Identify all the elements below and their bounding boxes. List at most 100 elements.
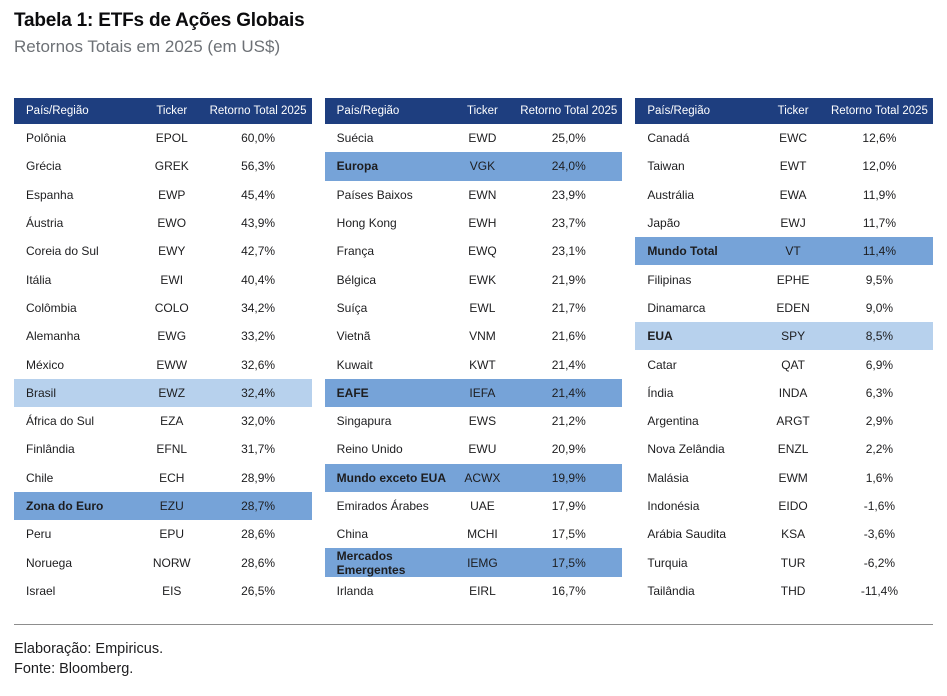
- region-cell: Noruega: [26, 555, 73, 570]
- table-row: Chile ECH 28,9%: [14, 464, 312, 492]
- region-cell: Emirados Árabes: [336, 499, 429, 513]
- return-cell: 31,7%: [241, 442, 276, 457]
- table-row: Israel EIS 26,5%: [14, 577, 312, 605]
- region-cell: Indonésia: [647, 499, 700, 513]
- region-cell: Arábia Saudita: [647, 527, 727, 542]
- figure-subtitle: Retornos Totais em 2025 (em US$): [14, 37, 281, 56]
- region-cell: Hong Kong: [336, 216, 397, 231]
- return-cell: 32,4%: [241, 385, 276, 400]
- return-cell: 11,4%: [862, 244, 896, 259]
- return-cell: 16,7%: [551, 583, 586, 598]
- region-cell: Polônia: [26, 131, 67, 146]
- ticker-cell: EPOL: [155, 131, 188, 146]
- return-cell: 21,6%: [551, 329, 586, 344]
- table-row: Arábia Saudita KSA -3,6%: [635, 520, 933, 548]
- table-row: Coreia do Sul EWY 42,7%: [14, 237, 312, 265]
- table-row: Nova Zelândia ENZL 2,2%: [635, 435, 933, 463]
- etf-table: País/Região Ticker Retorno Total 2025 Polôn…: [14, 98, 312, 605]
- table-header-row: País/Região Ticker Retorno Total 2025: [324, 98, 623, 124]
- ticker-cell: EWT: [779, 159, 807, 174]
- return-cell: 17,5%: [551, 527, 586, 542]
- region-cell: EAFE: [336, 385, 369, 400]
- table-row: Vietnã VNM 21,6%: [325, 322, 623, 350]
- region-cell: Austrália: [647, 187, 695, 202]
- figure-title: Tabela 1: ETFs de Ações Globais: [14, 10, 305, 31]
- return-cell: -3,6%: [863, 527, 896, 542]
- ticker-cell: KSA: [781, 527, 806, 542]
- region-cell: EUA: [647, 329, 673, 344]
- region-cell: África do Sul: [26, 414, 95, 429]
- column-header: Ticker: [156, 105, 188, 117]
- ticker-cell: IEMG: [467, 555, 498, 570]
- region-cell: Israel: [26, 583, 56, 598]
- table-row: Mundo Total VT 11,4%: [635, 237, 934, 266]
- table-row: Dinamarca EDEN 9,0%: [635, 294, 933, 322]
- etf-table-figure: Tabela 1: ETFs de Ações Globais Retornos…: [14, 10, 934, 679]
- column-header: País/Região: [647, 105, 710, 117]
- return-cell: 24,0%: [551, 159, 586, 174]
- table-row: Austrália EWA 11,9%: [635, 181, 933, 209]
- ticker-cell: EIRL: [469, 583, 496, 598]
- return-cell: 28,9%: [241, 470, 276, 485]
- table-row: Indonésia EIDO -1,6%: [635, 492, 933, 520]
- region-cell: Países Baixos: [336, 187, 413, 202]
- return-cell: 11,9%: [862, 187, 896, 202]
- return-cell: 23,1%: [551, 244, 586, 259]
- return-cell: 8,5%: [865, 329, 894, 344]
- ticker-cell: EIDO: [778, 499, 808, 513]
- return-cell: 43,9%: [241, 216, 276, 231]
- ticker-cell: EWA: [779, 187, 807, 202]
- table-row: Finlândia EFNL 31,7%: [14, 435, 312, 463]
- column-header: País/Região: [336, 105, 400, 117]
- table-header-row: País/Região Ticker Retorno Total 2025: [14, 98, 312, 124]
- region-cell: Taiwan: [647, 159, 685, 174]
- region-cell: Japão: [647, 216, 681, 231]
- region-cell: Dinamarca: [647, 300, 706, 315]
- table-row: Singapura EWS 21,2%: [325, 407, 623, 435]
- region-cell: Colômbia: [26, 300, 77, 315]
- return-cell: 23,7%: [551, 216, 586, 231]
- table-header-row: País/Região Ticker Retorno Total 2025: [635, 98, 934, 124]
- etf-table: País/Região Ticker Retorno Total 2025 Suéci…: [324, 98, 623, 605]
- column-header: Ticker: [777, 105, 809, 117]
- return-cell: 33,2%: [241, 329, 276, 344]
- table-row: EAFE IEFA 21,4%: [324, 378, 623, 407]
- ticker-cell: EWZ: [158, 385, 186, 400]
- return-cell: 28,6%: [241, 555, 276, 570]
- region-cell: Brasil: [26, 385, 57, 400]
- table-row: Colômbia COLO 34,2%: [14, 294, 312, 322]
- region-cell: Chile: [26, 470, 54, 485]
- etf-table: País/Região Ticker Retorno Total 2025 Canad…: [635, 98, 934, 605]
- ticker-cell: TUR: [780, 555, 806, 570]
- return-cell: 32,0%: [241, 414, 276, 429]
- ticker-cell: EWI: [160, 272, 184, 287]
- ticker-cell: EWP: [158, 187, 186, 202]
- return-cell: 11,7%: [862, 216, 896, 231]
- region-cell: Mercados Emergentes: [336, 548, 406, 577]
- region-cell: Zona do Euro: [26, 499, 104, 513]
- table-row: Europa VGK 24,0%: [324, 152, 623, 181]
- ticker-cell: THD: [780, 583, 806, 598]
- region-cell: Turquia: [647, 555, 688, 570]
- table-row: Países Baixos EWN 23,9%: [325, 181, 623, 209]
- region-cell: Mundo exceto EUA: [336, 470, 447, 485]
- return-cell: 25,0%: [551, 131, 586, 146]
- ticker-cell: ACWX: [464, 470, 501, 485]
- ticker-cell: QAT: [781, 357, 805, 372]
- return-cell: 12,6%: [862, 131, 897, 146]
- table-row: China MCHI 17,5%: [325, 520, 623, 548]
- return-cell: 28,6%: [241, 527, 276, 542]
- table-row: Kuwait KWT 21,4%: [325, 350, 623, 378]
- region-cell: Peru: [26, 527, 52, 542]
- region-cell: Mundo Total: [647, 244, 718, 259]
- ticker-cell: EWQ: [468, 244, 497, 259]
- ticker-cell: VGK: [469, 159, 496, 174]
- bottom-divider: [14, 624, 933, 626]
- return-cell: 23,9%: [551, 187, 586, 202]
- tables-container: País/Região Ticker Retorno Total 2025 Polôn…: [14, 98, 934, 605]
- figure-footer: Elaboração: Empiricus. Fonte: Bloomberg.: [14, 640, 933, 679]
- table-row: Peru EPU 28,6%: [14, 520, 312, 548]
- elaboration-credit: Elaboração: Empiricus.: [14, 641, 164, 658]
- region-cell: Filipinas: [647, 272, 692, 287]
- region-cell: Itália: [26, 272, 52, 287]
